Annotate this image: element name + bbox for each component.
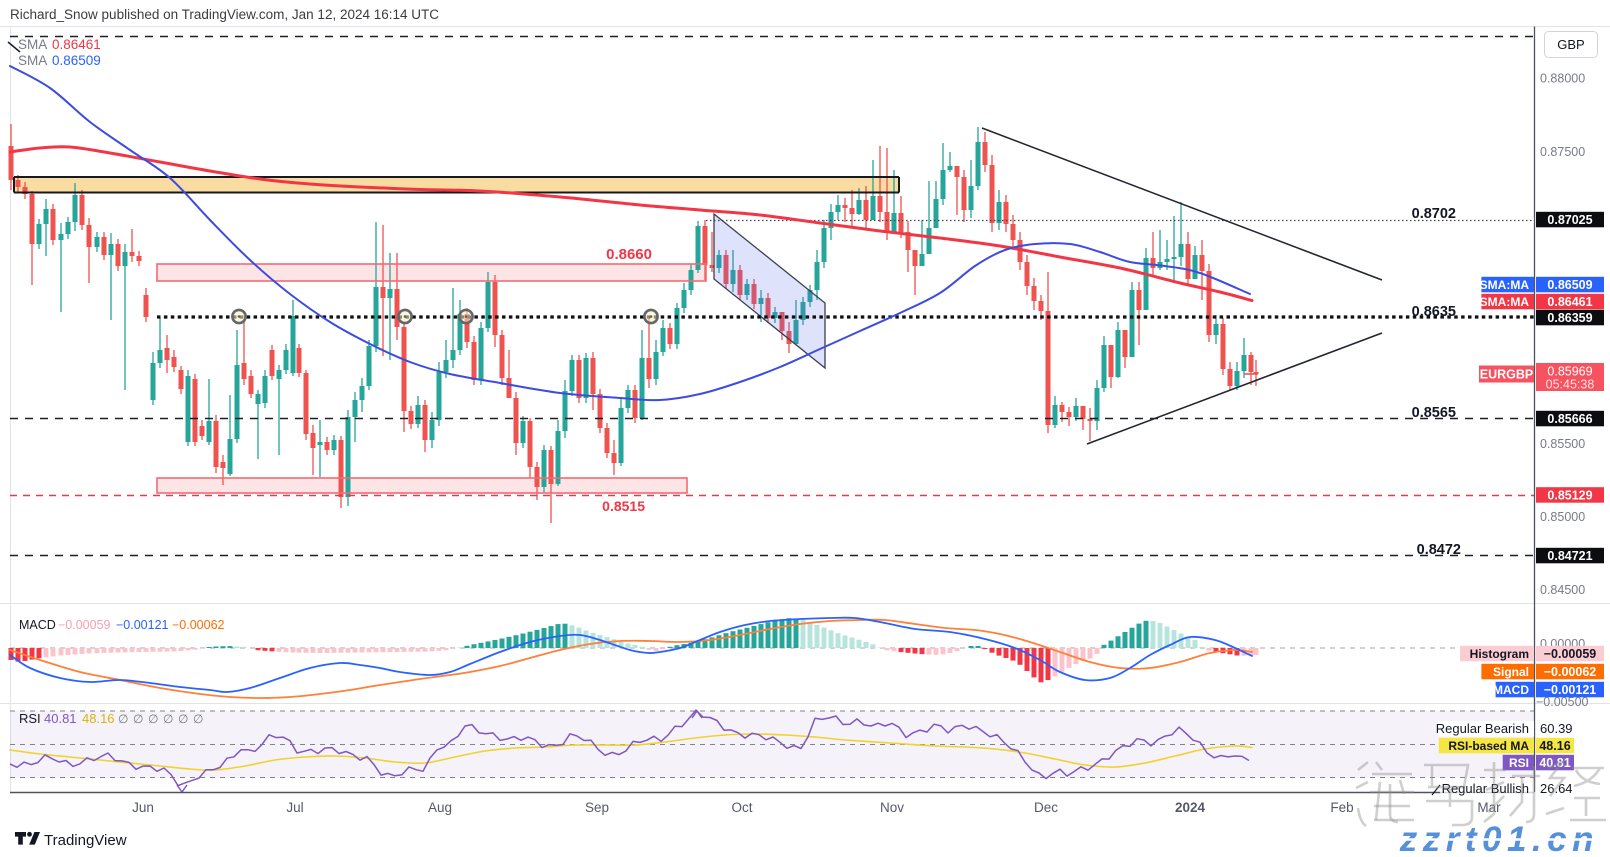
- svg-text:∅: ∅: [118, 712, 128, 726]
- svg-text:RSI-based MA: RSI-based MA: [1448, 739, 1529, 753]
- svg-text:MACD: MACD: [1493, 683, 1529, 697]
- svg-text:Aug: Aug: [428, 800, 452, 815]
- svg-text:0.85129: 0.85129: [1547, 488, 1592, 502]
- svg-text:−0.00062: −0.00062: [172, 618, 225, 632]
- svg-text:0.8565: 0.8565: [1412, 405, 1456, 421]
- svg-text:−0.00121: −0.00121: [1544, 683, 1597, 697]
- svg-text:0.84500: 0.84500: [1540, 583, 1585, 597]
- svg-text:0.85666: 0.85666: [1547, 412, 1592, 426]
- svg-text:60.39: 60.39: [1540, 721, 1573, 736]
- svg-text:2024: 2024: [1175, 800, 1206, 815]
- svg-text:0.86461: 0.86461: [52, 37, 101, 52]
- svg-text:∅: ∅: [178, 712, 188, 726]
- svg-text:40.81: 40.81: [1539, 756, 1570, 770]
- svg-text:SMA:MA: SMA:MA: [1480, 278, 1530, 292]
- svg-text:−0.00121: −0.00121: [116, 618, 169, 632]
- svg-text:Sep: Sep: [585, 800, 609, 815]
- svg-text:0.87500: 0.87500: [1540, 145, 1585, 159]
- svg-text:0.8702: 0.8702: [1412, 206, 1456, 222]
- svg-text:∅: ∅: [193, 712, 203, 726]
- svg-text:Regular Bearish: Regular Bearish: [1436, 721, 1529, 736]
- svg-text:−0.00059: −0.00059: [1544, 647, 1597, 661]
- svg-text:Jun: Jun: [132, 800, 154, 815]
- svg-text:0.87025: 0.87025: [1547, 213, 1592, 227]
- svg-text:Richard_Snow published on Trad: Richard_Snow published on TradingView.co…: [10, 7, 439, 22]
- svg-text:0.85500: 0.85500: [1540, 437, 1585, 451]
- svg-text:Dec: Dec: [1034, 800, 1058, 815]
- svg-text:05:45:38: 05:45:38: [1546, 378, 1595, 392]
- svg-text:0.8472: 0.8472: [1417, 542, 1461, 558]
- svg-text:Feb: Feb: [1330, 800, 1353, 815]
- svg-text:TradingView: TradingView: [44, 832, 127, 849]
- svg-text:∅: ∅: [163, 712, 173, 726]
- svg-text:Histogram: Histogram: [1470, 647, 1529, 661]
- svg-text:40.81: 40.81: [44, 711, 77, 726]
- svg-text:0.88000: 0.88000: [1540, 72, 1585, 86]
- svg-text:0.86461: 0.86461: [1547, 295, 1592, 309]
- svg-text:−0.00059: −0.00059: [58, 618, 111, 632]
- svg-text:Oct: Oct: [731, 800, 752, 815]
- svg-text:0.85969: 0.85969: [1547, 365, 1592, 379]
- svg-text:0.8515: 0.8515: [602, 498, 645, 514]
- svg-text:0.86509: 0.86509: [1547, 278, 1592, 292]
- svg-text:MACD: MACD: [19, 618, 56, 632]
- svg-text:SMA: SMA: [18, 37, 47, 52]
- svg-text:−0.00062: −0.00062: [1544, 665, 1597, 679]
- svg-text:0.8635: 0.8635: [1412, 304, 1456, 320]
- svg-text:0.86509: 0.86509: [52, 53, 101, 68]
- svg-text:0.84721: 0.84721: [1547, 549, 1592, 563]
- svg-text:∅: ∅: [148, 712, 158, 726]
- svg-text:0.8660: 0.8660: [606, 246, 652, 263]
- svg-text:EURGBP: EURGBP: [1480, 368, 1533, 382]
- svg-text:GBP: GBP: [1557, 37, 1584, 52]
- svg-text:SMA: SMA: [18, 53, 47, 68]
- svg-text:RSI: RSI: [19, 711, 41, 726]
- svg-text:48.16: 48.16: [1539, 739, 1570, 753]
- svg-text:−0.00500: −0.00500: [1536, 695, 1589, 709]
- svg-text:RSI: RSI: [1509, 756, 1529, 770]
- svg-text:0.85000: 0.85000: [1540, 510, 1585, 524]
- svg-text:∅: ∅: [133, 712, 143, 726]
- svg-text:Signal: Signal: [1493, 665, 1529, 679]
- svg-text:Nov: Nov: [880, 800, 904, 815]
- svg-text:Mar: Mar: [1477, 800, 1501, 815]
- svg-text:0.86359: 0.86359: [1547, 311, 1592, 325]
- svg-text:48.16: 48.16: [82, 711, 115, 726]
- svg-text:Jul: Jul: [286, 800, 303, 815]
- svg-text:Regular Bullish: Regular Bullish: [1442, 781, 1529, 796]
- svg-text:SMA:MA: SMA:MA: [1480, 295, 1530, 309]
- svg-text:26.64: 26.64: [1540, 781, 1573, 796]
